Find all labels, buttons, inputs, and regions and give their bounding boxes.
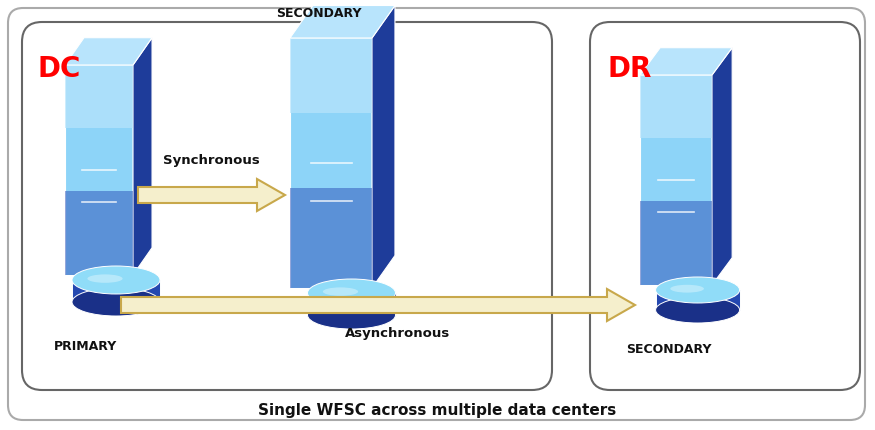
Polygon shape [133, 38, 152, 275]
Ellipse shape [670, 285, 704, 292]
Text: Single WFSC across multiple data centers: Single WFSC across multiple data centers [258, 403, 616, 418]
Ellipse shape [655, 277, 739, 303]
Text: SECONDARY: SECONDARY [626, 343, 711, 356]
Polygon shape [65, 65, 133, 128]
Polygon shape [290, 6, 395, 38]
Polygon shape [138, 179, 285, 211]
Polygon shape [290, 38, 372, 288]
Text: PRIMARY: PRIMARY [53, 340, 117, 353]
Text: DC: DC [38, 55, 81, 83]
Text: SECONDARY: SECONDARY [276, 7, 361, 20]
Ellipse shape [72, 288, 160, 316]
Polygon shape [72, 280, 160, 302]
Polygon shape [65, 65, 133, 275]
Polygon shape [65, 191, 133, 275]
Polygon shape [290, 188, 372, 288]
Ellipse shape [323, 287, 358, 296]
Text: Asynchronous: Asynchronous [346, 327, 451, 340]
Polygon shape [307, 293, 396, 315]
FancyBboxPatch shape [22, 22, 552, 390]
FancyBboxPatch shape [590, 22, 860, 390]
Polygon shape [372, 6, 395, 288]
Polygon shape [640, 201, 712, 285]
Polygon shape [121, 289, 635, 321]
FancyBboxPatch shape [8, 8, 865, 420]
Polygon shape [712, 48, 732, 285]
Polygon shape [640, 75, 712, 138]
Polygon shape [655, 290, 739, 310]
Polygon shape [640, 48, 732, 75]
Ellipse shape [655, 297, 739, 323]
Polygon shape [640, 75, 712, 285]
Ellipse shape [307, 279, 396, 307]
Ellipse shape [88, 274, 122, 283]
Polygon shape [65, 38, 152, 65]
Polygon shape [290, 38, 372, 113]
Ellipse shape [307, 301, 396, 329]
Text: DR: DR [608, 55, 653, 83]
Ellipse shape [72, 266, 160, 294]
Text: Synchronous: Synchronous [163, 154, 260, 167]
